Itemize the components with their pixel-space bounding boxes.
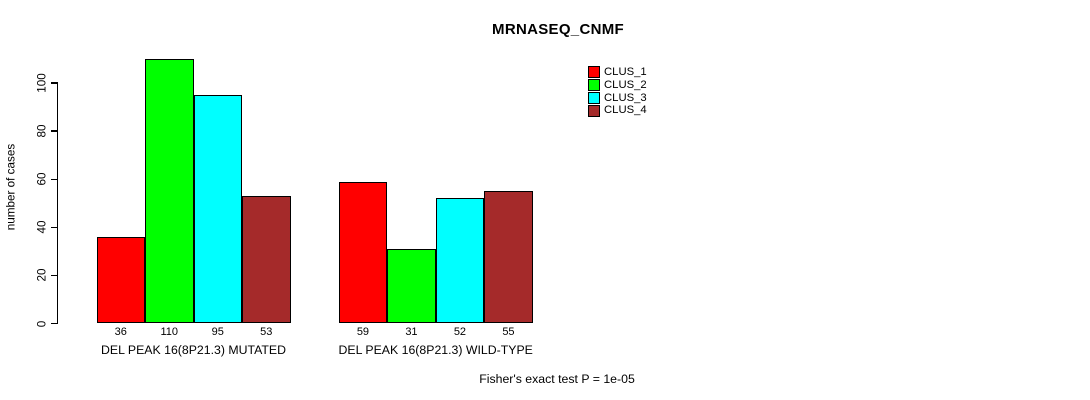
bar-value-label: 55 xyxy=(502,326,515,338)
legend-swatch xyxy=(588,92,600,105)
bar-clus_2-group1 xyxy=(145,58,194,324)
legend-item: CLUS_1 xyxy=(588,66,647,79)
legend-item: CLUS_3 xyxy=(588,92,647,105)
bar-value-label: 36 xyxy=(114,326,127,338)
legend-label: CLUS_4 xyxy=(604,104,647,117)
group-label: DEL PEAK 16(8P21.3) MUTATED xyxy=(101,343,286,357)
bar-clus_2-group2 xyxy=(387,248,436,324)
legend-label: CLUS_1 xyxy=(604,65,647,78)
bar-value-label: 31 xyxy=(405,326,418,338)
group-label: DEL PEAK 16(8P21.3) WILD-TYPE xyxy=(338,343,533,357)
bar-clus_3-group2 xyxy=(435,198,485,324)
bar-value-label: 59 xyxy=(356,326,370,338)
bar-clus_1-group2 xyxy=(338,181,388,324)
bar-value-label: 95 xyxy=(211,326,224,338)
legend-item: CLUS_4 xyxy=(588,105,647,118)
bar-value-label: 53 xyxy=(260,326,273,338)
y-tick-mark xyxy=(50,82,58,84)
bar-clus_1-group1 xyxy=(96,236,145,324)
y-tick-label: 100 xyxy=(35,73,49,93)
y-tick-label: 40 xyxy=(35,220,49,234)
bar-value-label: 52 xyxy=(453,326,467,338)
legend-label: CLUS_3 xyxy=(604,91,647,104)
y-tick-mark xyxy=(50,274,58,277)
legend-swatch xyxy=(588,105,600,118)
y-tick-label: 0 xyxy=(35,320,49,327)
bar-clus_4-group2 xyxy=(484,191,533,324)
y-axis-label: number of cases xyxy=(4,143,18,231)
legend-label: CLUS_2 xyxy=(604,78,647,91)
y-tick-mark xyxy=(50,322,58,325)
y-tick-label: 20 xyxy=(35,268,49,282)
bar-value-label: 110 xyxy=(160,326,179,338)
y-tick-label: 60 xyxy=(35,172,49,186)
fisher-test-note: Fisher's exact test P = 1e-05 xyxy=(479,372,635,386)
y-tick-mark xyxy=(50,178,58,180)
bar-clus_4-group1 xyxy=(242,196,291,324)
legend-swatch xyxy=(588,66,600,79)
legend-item: CLUS_2 xyxy=(588,79,647,92)
legend-swatch xyxy=(588,79,600,92)
legend: CLUS_1 CLUS_2 CLUS_3 CLUS_4 xyxy=(588,66,647,118)
bar-clus_3-group1 xyxy=(193,95,242,324)
y-axis-line xyxy=(57,82,59,325)
y-tick-label: 80 xyxy=(35,124,49,138)
chart-title: MRNASEQ_CNMF xyxy=(492,21,624,38)
y-tick-mark xyxy=(50,130,58,132)
y-tick-mark xyxy=(50,226,58,228)
